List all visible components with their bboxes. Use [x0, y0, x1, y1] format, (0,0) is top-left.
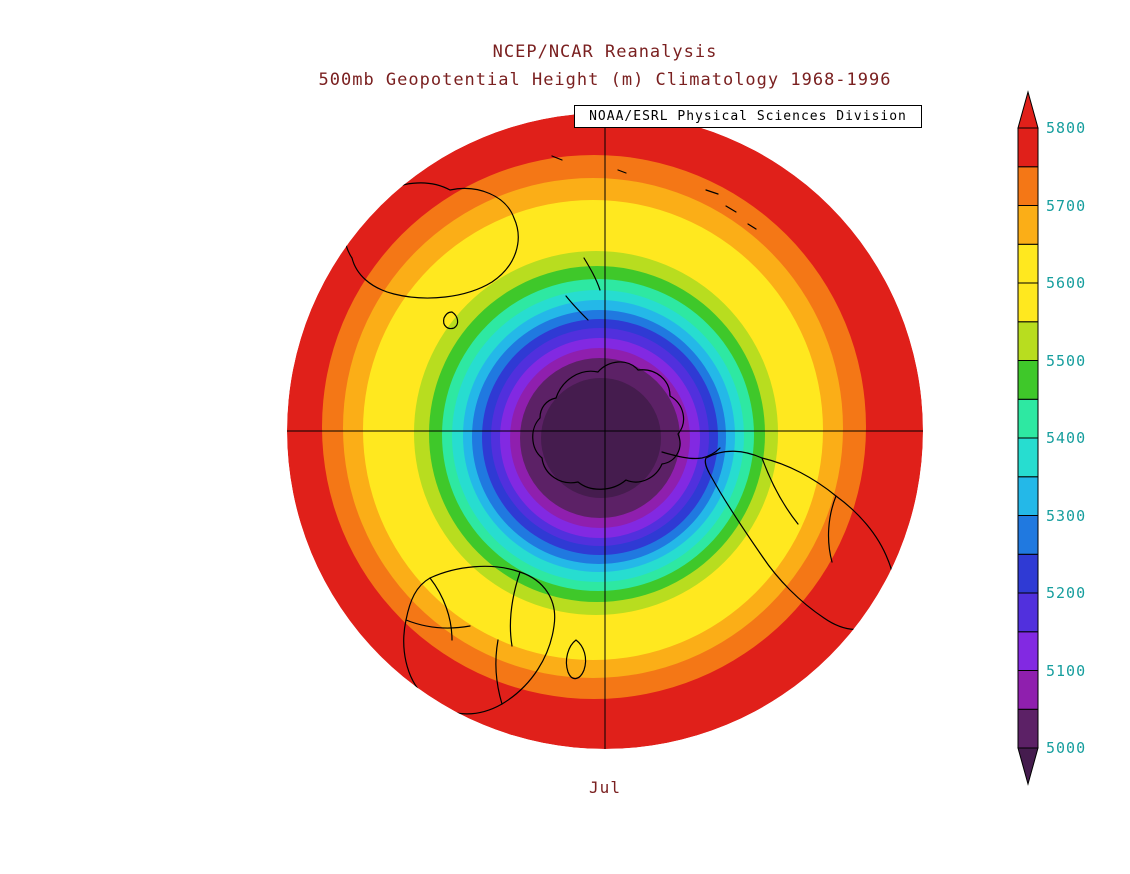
contour-bands — [287, 113, 923, 749]
border-africa-2 — [509, 571, 521, 647]
colorbar-tick: 5200 — [1046, 584, 1087, 602]
page-subtitle: 500mb Geopotential Height (m) Climatolog… — [318, 70, 892, 90]
border-south-america-1 — [761, 457, 799, 525]
colorbar-tick: 5000 — [1046, 739, 1087, 757]
attribution-box: NOAA/ESRL Physical Sciences Division — [574, 105, 922, 128]
coastline-new-zealand-south — [565, 295, 589, 321]
crosshair-grid — [287, 113, 923, 749]
month-label: Jul — [589, 778, 621, 797]
border-africa-1 — [429, 577, 453, 641]
colorbar — [1017, 90, 1039, 786]
coastline-antarctica — [532, 361, 685, 490]
page-title: NCEP/NCAR Reanalysis — [492, 42, 718, 62]
coastline-madagascar — [565, 639, 587, 680]
colorbar-tick: 5800 — [1046, 119, 1087, 137]
colorbar-tick: 5500 — [1046, 352, 1087, 370]
border-africa-4 — [495, 639, 503, 705]
border-africa-3 — [405, 619, 471, 629]
coastline-tasmania — [443, 311, 459, 330]
colorbar-tick: 5700 — [1046, 197, 1087, 215]
coastline-pacific-islands-1 — [551, 155, 627, 174]
colorbar-tick: 5600 — [1046, 274, 1087, 292]
border-south-america-2 — [827, 495, 837, 563]
colorbar-tick: 5100 — [1046, 662, 1087, 680]
coastline-antarctic-peninsula — [661, 447, 721, 460]
colorbar-tick: 5400 — [1046, 429, 1087, 447]
colorbar-tick: 5300 — [1046, 507, 1087, 525]
coastline-new-zealand-north — [583, 257, 601, 291]
coastline-pacific-islands-2 — [705, 189, 757, 230]
